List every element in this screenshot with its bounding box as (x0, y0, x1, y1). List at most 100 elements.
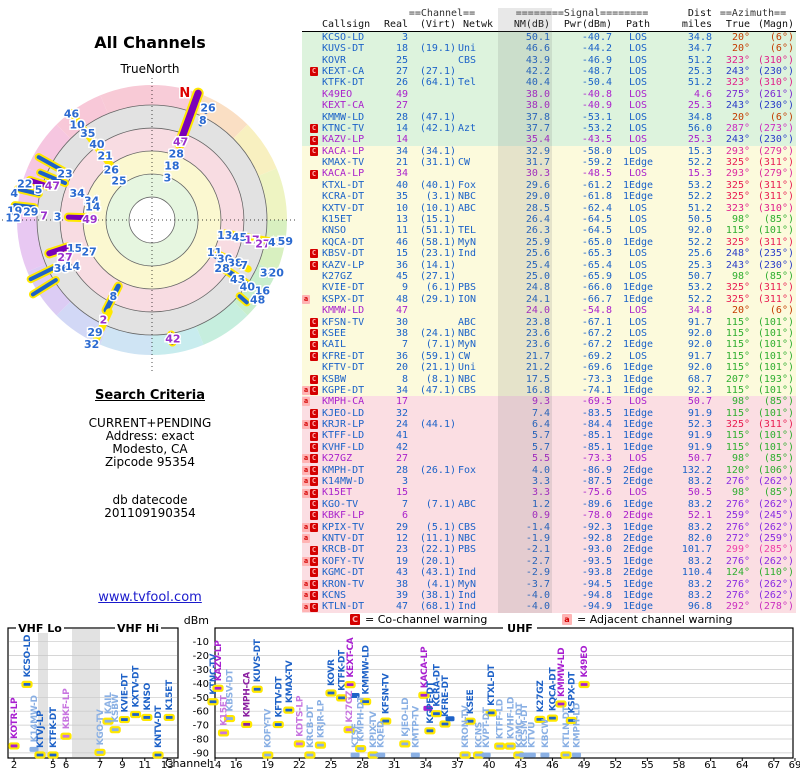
table-row: C KTFF-LD 41 5.7 -85.1 1Edge 91.9 115° (101°) (302, 430, 796, 442)
cell-power: -67.2 (581, 327, 612, 339)
radar-channel-bar (203, 103, 211, 114)
cell-azimuth-true: 325° (725, 293, 750, 305)
uhf-label: UHF (507, 622, 533, 635)
signal-bar (212, 684, 224, 692)
signal-bar-label: KMPH-LD (573, 703, 583, 748)
marker-spacer (302, 136, 310, 145)
marker-spacer (302, 181, 310, 190)
cell-azimuth-true: 115° (725, 350, 750, 362)
cell-noise-margin: -2.9 (525, 567, 550, 579)
co-channel-warning-badge: C (310, 340, 318, 350)
cell-distance: 52.2 (687, 157, 712, 169)
cell-azimuth-true: 124° (725, 567, 750, 579)
radar-channel-label: 47 (45, 180, 60, 193)
cell-real-channel: 47 (395, 601, 408, 613)
db-datecode-line: db datecode (112, 493, 188, 507)
cell-callsign: KTNC-TV (322, 122, 365, 134)
cell-distance: 82.0 (687, 532, 712, 544)
marker-spacer (302, 158, 310, 167)
co-channel-warning-badge: C (310, 579, 318, 589)
signal-bar-label: KSBW (111, 694, 121, 723)
cell-power: -64.5 (581, 225, 612, 237)
cell-azimuth-true: 115° (725, 430, 750, 442)
radar-channel-label: 28 (169, 147, 184, 160)
tvfool-link[interactable]: www.tvfool.com (98, 590, 202, 605)
signal-bar-label: KTVJ-LP (36, 710, 46, 748)
marker-spacer (302, 215, 310, 224)
cell-power: -65.3 (581, 248, 612, 260)
radar-channel-label: 21 (98, 150, 113, 163)
cell-power: -93.0 (581, 544, 612, 556)
cell-real-channel: 47 (395, 305, 408, 317)
radar-sector (233, 124, 277, 176)
vhf-channel-tick: 13 (161, 760, 174, 768)
cell-callsign: KNSO (322, 225, 347, 237)
signal-bar-label: KTXL-DT (487, 664, 497, 706)
cell-power: -43.5 (581, 134, 612, 146)
co-channel-warning-badge: C (310, 374, 318, 384)
table-row: KNSO 11 (51.1) TEL 26.3 -64.5 LOS 92.0 115° (101°… (302, 225, 796, 237)
table-row: a C KOFY-TV 19 (20.1) -2.7 -93.5 1Edge 83.2 276° (… (302, 555, 796, 568)
signal-bar-label: KAZV-LP (214, 640, 224, 681)
cell-distance: 92.0 (687, 339, 712, 351)
cell-virtual-channel: (7.1) (425, 498, 456, 510)
marker-spacer (302, 511, 310, 520)
cell-distance: 91.7 (687, 350, 712, 362)
cell-real-channel: 23 (395, 544, 408, 556)
signal-bar (485, 709, 497, 717)
signal-bar-label: KGO-TV (96, 709, 106, 745)
table-row: C KSBW 8 (8.1) NBC 17.5 -73.3 1Edge 68.7 207° (193… (302, 373, 796, 385)
uhf-channel-tick: 40 (483, 760, 496, 768)
cell-virtual-channel: (40.1) (419, 179, 456, 191)
signal-bar (410, 752, 420, 758)
cell-distance: 52.2 (687, 293, 712, 305)
cell-distance: 83.2 (687, 498, 712, 510)
cell-network: CBS (458, 521, 477, 533)
vhf-chart-frame (7, 627, 179, 759)
cell-noise-margin: 5.7 (531, 430, 550, 442)
cell-path: 1Edge (622, 419, 654, 431)
cell-distance: 83.2 (687, 578, 712, 590)
cell-power: -65.4 (581, 259, 612, 271)
header-dist: Dist (687, 8, 712, 19)
marker-spacer (310, 192, 318, 201)
cell-real-channel: 8 (401, 373, 408, 385)
cell-distance: 52.3 (687, 419, 712, 431)
signal-bar (560, 751, 572, 759)
radar-channel-bar (237, 294, 249, 305)
cell-noise-margin: 25.6 (525, 248, 550, 260)
marker-spacer (302, 546, 310, 555)
cell-virtual-channel: (58.1) (419, 236, 456, 248)
signal-bar-label: K27GZ (536, 680, 546, 713)
cell-azimuth-true: 287° (725, 122, 750, 134)
table-row: KTFK-DT 26 (64.1) Tel 40.4 -50.4 LOS 51.2 323° (3… (302, 77, 796, 89)
signal-bar (526, 752, 536, 758)
radar-channel-label: 8 (110, 290, 118, 303)
signal-bar-label: KMPH-DT (357, 695, 367, 741)
cell-azimuth-true: 323° (725, 202, 750, 214)
signal-bar (217, 729, 230, 737)
cell-noise-margin: 7.4 (531, 407, 550, 419)
co-channel-warning-badge: C (310, 500, 318, 509)
signal-bar-label: K49EO (580, 645, 590, 677)
cell-path: LOS (628, 214, 648, 226)
cell-azimuth-magnetic: (259°) (757, 532, 794, 544)
cell-path: 1Edge (622, 555, 654, 567)
uhf-channel-tick: 19 (261, 760, 274, 768)
signal-bar-label: KXTV-DT (132, 665, 142, 708)
cell-azimuth-magnetic: (101°) (757, 441, 794, 453)
marker-spacer (302, 79, 310, 88)
cell-noise-margin: 40.4 (525, 77, 550, 89)
cell-azimuth-true: 325° (725, 157, 750, 169)
radar-channel-label: 27 (255, 238, 270, 251)
cell-real-channel: 30 (395, 316, 408, 328)
uhf-channel-tick: 14 (209, 760, 222, 768)
cell-real-channel: 15 (395, 248, 408, 260)
dbm-tick-label: -80 (193, 735, 209, 746)
cell-virtual-channel: (6.1) (425, 282, 456, 294)
vhf-unused-band (72, 629, 100, 757)
signal-bar (29, 746, 39, 752)
cell-azimuth-true: 115° (725, 316, 750, 328)
cell-callsign: KMMW-LD (322, 305, 365, 317)
signal-bar-label: KTFK-DT (338, 649, 348, 691)
